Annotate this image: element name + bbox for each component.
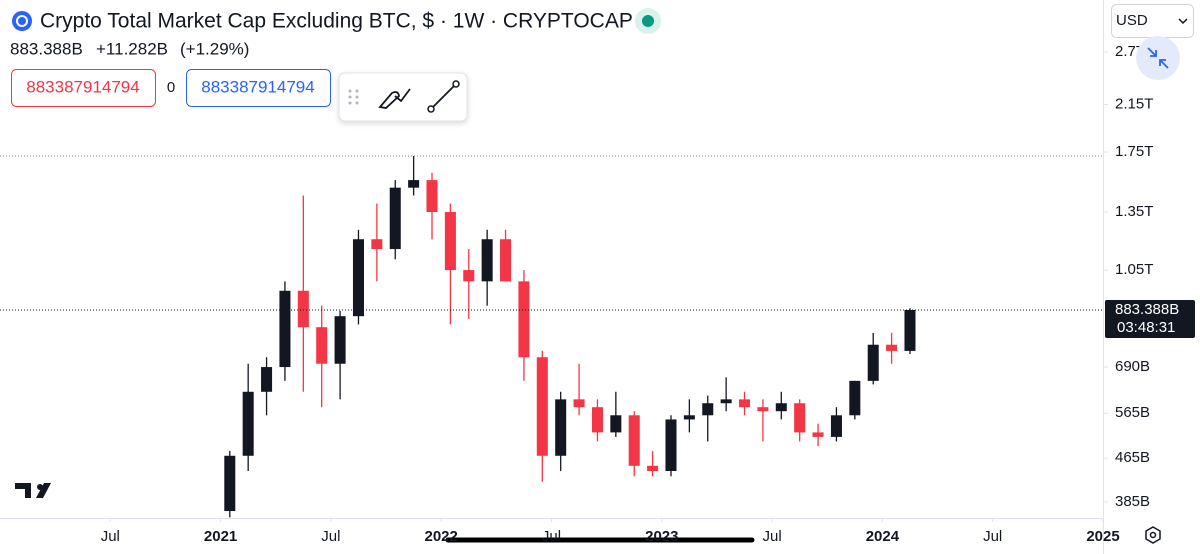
candle-body: [261, 367, 273, 392]
x-tick-label: 2021: [204, 528, 237, 545]
candle-body: [702, 403, 714, 416]
y-tick-label: 690B: [1115, 358, 1150, 375]
candle-body: [904, 309, 916, 351]
candle-body: [242, 391, 254, 456]
sell-button[interactable]: [11, 69, 156, 107]
tv-logo-dot: [37, 484, 43, 490]
candle-body: [794, 403, 806, 433]
candle-body: [849, 380, 861, 416]
candle-body: [665, 419, 677, 472]
plot-area: [0, 155, 1103, 518]
buy-price: 883387914794: [201, 77, 314, 96]
candle-body: [352, 239, 364, 317]
candle-body: [647, 465, 659, 472]
candle-body: [775, 403, 787, 412]
candle-body: [886, 344, 898, 351]
candle-body: [555, 399, 567, 456]
x-tick-label: 2024: [866, 528, 900, 545]
candle-body: [500, 239, 512, 282]
candle-body: [316, 327, 328, 364]
candle-body: [408, 180, 420, 188]
last-price-tag: [1105, 299, 1195, 338]
price: 883.388B: [10, 39, 83, 58]
last-price-label: 883.388B: [1115, 301, 1179, 318]
y-tick-label: 465B: [1115, 449, 1150, 466]
candle-body: [830, 415, 842, 437]
dropdown-arrow: [1178, 18, 1188, 25]
x-tick-label: Jul: [983, 528, 1002, 545]
y-tick-label: 1.75T: [1115, 143, 1153, 160]
x-tick-label: 2022: [425, 528, 458, 545]
candle-body: [444, 212, 456, 271]
y-tick-label: 385B: [1115, 493, 1150, 510]
x-tick-label: Jul: [542, 528, 561, 545]
candle-body: [683, 415, 695, 420]
x-tick-label: Jul: [321, 528, 340, 545]
collapse-button[interactable]: [1136, 36, 1180, 80]
symbol-icon-mark: [16, 15, 28, 27]
sell-price: 883387914794: [26, 77, 139, 96]
change-pct: (+1.29%): [180, 39, 249, 58]
candle-body: [334, 316, 346, 364]
candle-body: [757, 407, 769, 412]
candle-body: [297, 290, 309, 328]
x-tick-label: 2025: [1086, 528, 1119, 545]
toolbar-handle: [348, 89, 359, 105]
y-tick-label: 565B: [1115, 404, 1150, 421]
candle-body: [389, 187, 401, 250]
buy-button[interactable]: [186, 69, 331, 107]
market-status-dot: [642, 15, 654, 27]
candle-body: [591, 407, 603, 433]
candle-body: [224, 455, 236, 512]
countdown: 03:48:31: [1117, 319, 1175, 336]
candle-body: [812, 432, 824, 437]
candle-body: [573, 399, 585, 408]
currency-label: USD: [1116, 12, 1148, 29]
candle-body: [279, 290, 291, 368]
candle-body: [463, 270, 475, 282]
candle-body: [481, 239, 493, 282]
x-tick-label: Jul: [763, 528, 782, 545]
settings-icon[interactable]: [1145, 526, 1161, 544]
collapse-icon: [1147, 47, 1169, 69]
x-tick-label: Jul: [101, 528, 120, 545]
change: +11.282B: [96, 39, 168, 58]
brush-tool[interactable]: [378, 88, 411, 109]
candle-body: [610, 415, 622, 433]
candle-body: [739, 399, 751, 408]
y-tick-label: 2.15T: [1115, 95, 1153, 112]
spread: 0: [167, 79, 175, 96]
candle-body: [371, 239, 383, 250]
candle-body: [720, 399, 732, 404]
line-tool[interactable]: [427, 80, 460, 113]
candle-body: [628, 415, 640, 466]
x-tick-label: 2023: [645, 528, 678, 545]
candle-body: [867, 344, 879, 381]
symbol-title: Crypto Total Market Cap Excluding BTC, $…: [40, 10, 633, 33]
candle-body: [518, 281, 530, 358]
symbol-icon: [12, 11, 32, 31]
y-tick-label: 1.05T: [1115, 261, 1153, 278]
candle-body: [426, 180, 438, 213]
candle-body: [536, 357, 548, 456]
y-tick-label: 1.35T: [1115, 203, 1153, 220]
